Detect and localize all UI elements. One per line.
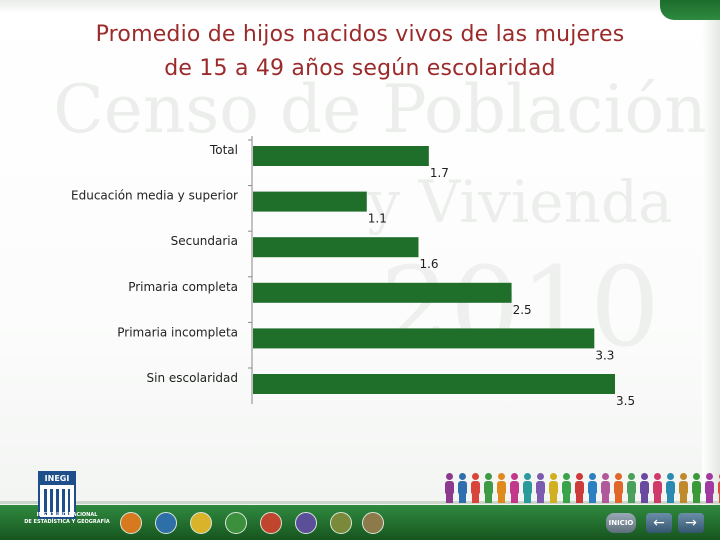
chart-title-line1: Promedio de hijos nacidos vivos de las m…	[95, 22, 625, 47]
bar	[253, 282, 512, 303]
person-icon	[691, 473, 702, 503]
inegi-logo: INEGI	[38, 471, 76, 519]
people-silhouettes	[444, 473, 720, 505]
person-icon	[639, 473, 650, 503]
arrow-right-icon: →	[685, 515, 697, 531]
person-icon	[574, 473, 585, 503]
chart-title-line2: de 15 a 49 años según escolaridad	[164, 56, 556, 81]
institute-name: INSTITUTO NACIONAL DE ESTADÍSTICA Y GEOG…	[12, 512, 122, 526]
topic-map-icon[interactable]	[330, 512, 352, 534]
category-label: Sin escolaridad	[147, 371, 239, 385]
person-icon	[444, 473, 455, 503]
home-button[interactable]: INICIO	[606, 513, 636, 533]
data-label: 1.6	[419, 257, 438, 271]
data-label: 2.5	[513, 303, 532, 317]
bar	[253, 191, 367, 212]
frame-top	[0, 0, 720, 14]
topic-health-icon[interactable]	[190, 512, 212, 534]
bar	[253, 237, 419, 258]
institute-line1: INSTITUTO NACIONAL	[36, 512, 98, 518]
topic-migration-icon[interactable]	[295, 512, 317, 534]
person-icon	[457, 473, 468, 503]
category-label: Educación media y superior	[71, 189, 238, 203]
category-label: Secundaria	[171, 234, 238, 248]
footer-divider	[0, 501, 720, 504]
bar-chart: Total 1.7 Educación media y superior 1.1 Sec…	[71, 136, 635, 408]
person-icon	[561, 473, 572, 503]
person-icon	[587, 473, 598, 503]
person-icon	[652, 473, 663, 503]
logo-grid	[44, 489, 70, 515]
person-icon	[483, 473, 494, 503]
topic-education-icon[interactable]	[155, 512, 177, 534]
person-icon	[704, 473, 715, 503]
person-icon	[613, 473, 624, 503]
topic-economy-icon[interactable]	[225, 512, 247, 534]
person-icon	[678, 473, 689, 503]
bar	[253, 328, 595, 349]
person-icon	[548, 473, 559, 503]
person-icon	[626, 473, 637, 503]
person-icon	[496, 473, 507, 503]
frame-right	[702, 0, 720, 540]
person-icon	[522, 473, 533, 503]
footer: INEGI INSTITUTO NACIONAL DE ESTADÍSTICA …	[0, 455, 720, 540]
next-button[interactable]: →	[678, 513, 704, 533]
back-button[interactable]: ←	[646, 513, 672, 533]
person-icon	[665, 473, 676, 503]
person-icon	[509, 473, 520, 503]
category-label: Total	[209, 143, 238, 157]
bar	[253, 146, 429, 166]
category-label: Primaria completa	[128, 280, 238, 294]
person-icon	[535, 473, 546, 503]
data-label: 1.7	[430, 166, 449, 180]
person-icon	[600, 473, 611, 503]
bar	[253, 374, 615, 394]
institute-line2: DE ESTADÍSTICA Y GEOGRAFÍA	[24, 519, 110, 525]
logo-text: INEGI	[40, 473, 74, 485]
chart-title: Promedio de hijos nacidos vivos de las m…	[40, 18, 680, 86]
corner-tab	[660, 0, 720, 20]
person-icon	[470, 473, 481, 503]
data-label: 1.1	[368, 212, 387, 226]
topic-housing-icon[interactable]	[260, 512, 282, 534]
topic-documents-icon[interactable]	[362, 512, 384, 534]
topic-population-icon[interactable]	[120, 512, 142, 534]
data-label: 3.3	[595, 348, 614, 362]
category-label: Primaria incompleta	[117, 325, 238, 339]
arrow-left-icon: ←	[653, 515, 665, 531]
data-label: 3.5	[616, 394, 635, 408]
